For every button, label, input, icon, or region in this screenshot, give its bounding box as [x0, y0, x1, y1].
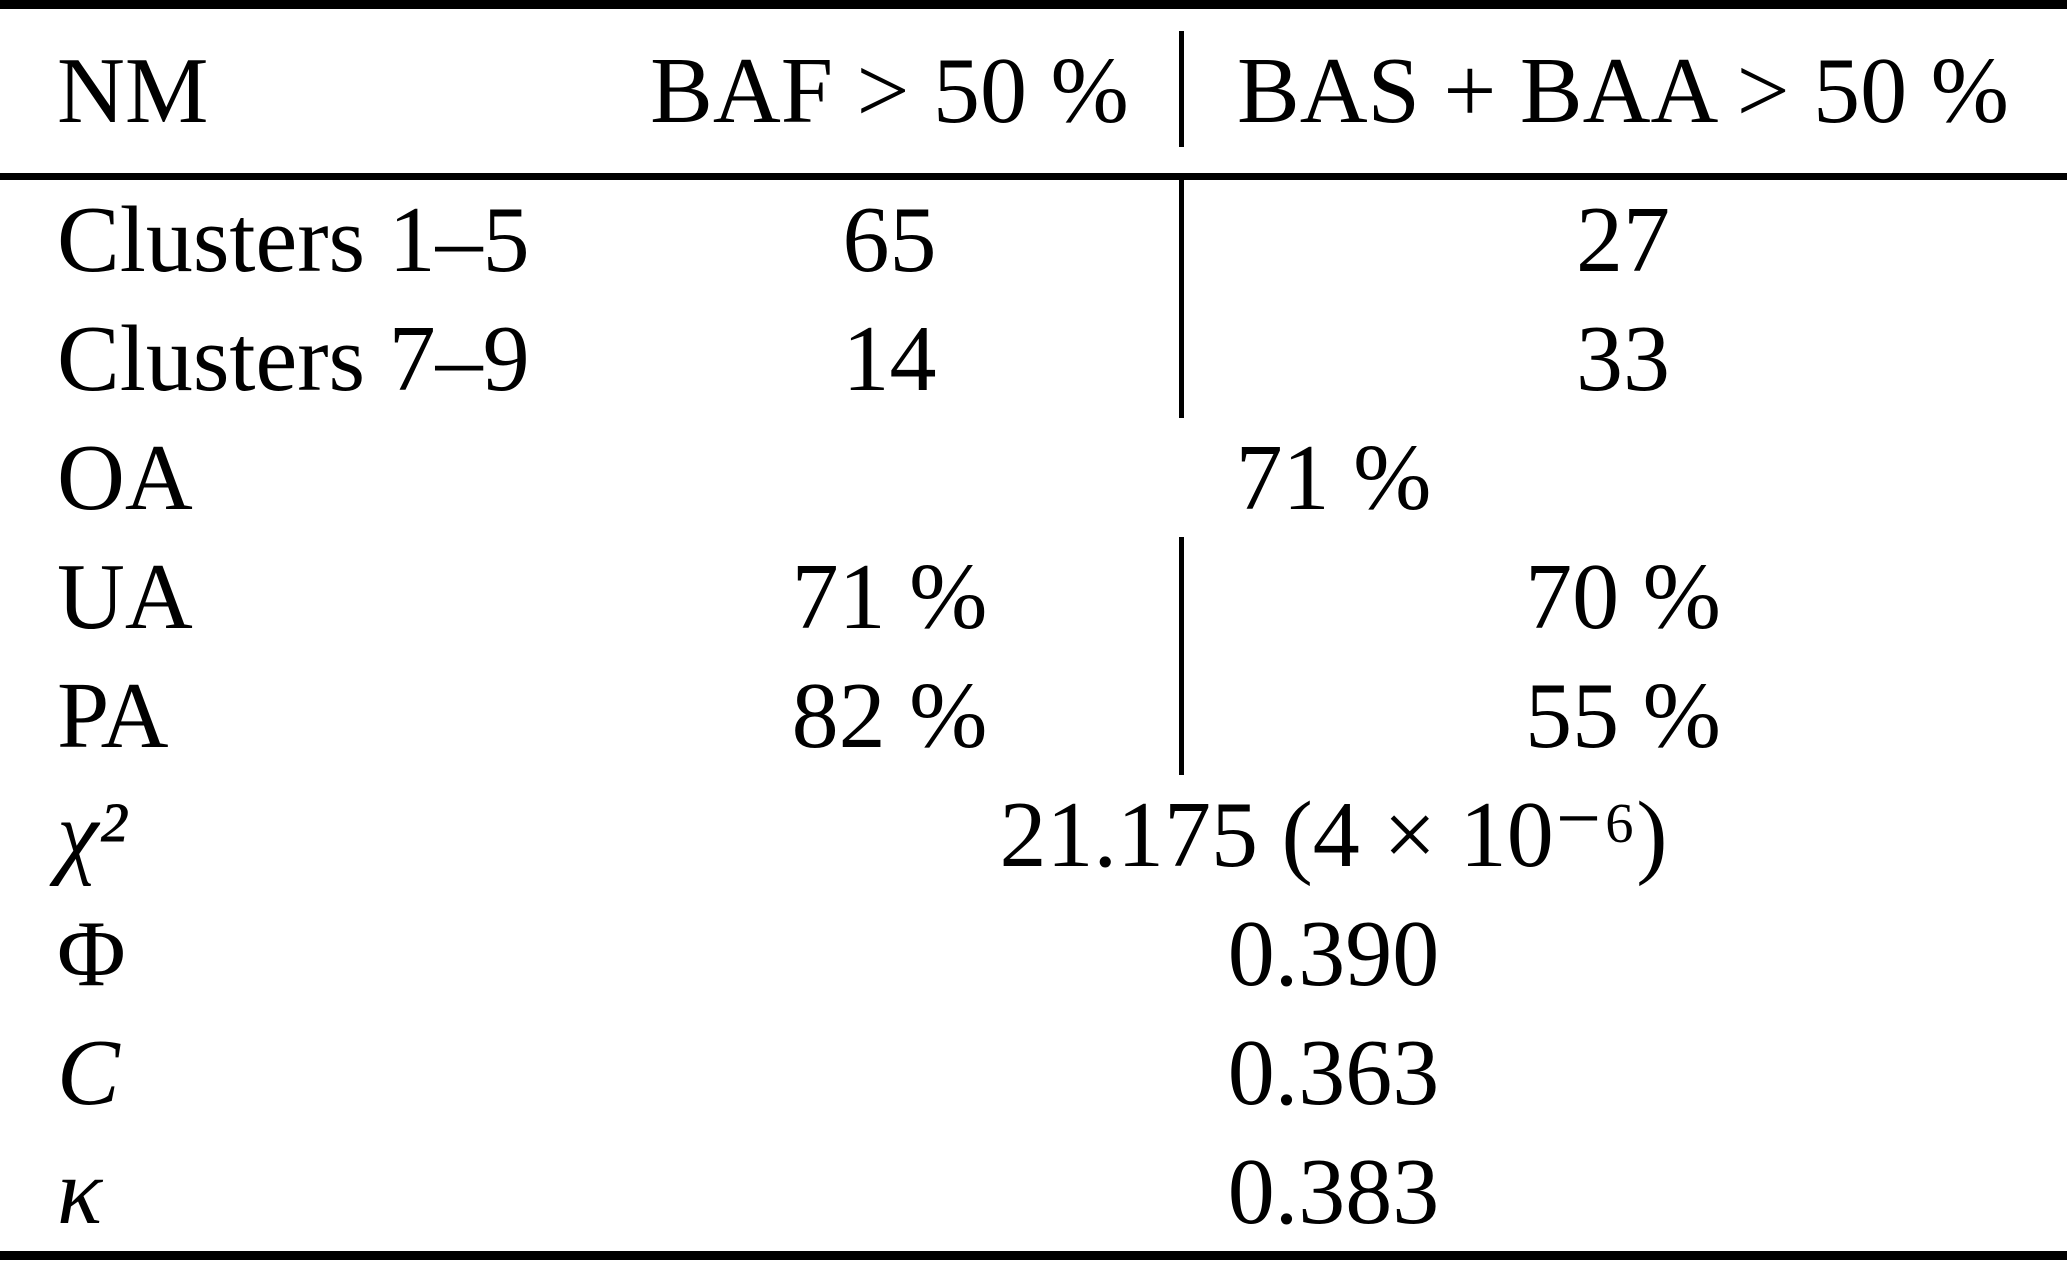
col-header-baf: BAF > 50 % — [600, 9, 1179, 173]
cell-value-text: 0.383 — [1227, 1139, 1440, 1244]
row-label-text: OA — [57, 425, 193, 530]
cell-value-bas-baa: 27 — [1179, 180, 2067, 299]
table-row-ua: UA 71 % 70 % — [0, 537, 2067, 656]
cell-value-text: 27 — [1576, 187, 1670, 292]
bottom-rule — [0, 1251, 2067, 1260]
col-header-nm: NM — [0, 9, 600, 173]
header-rule — [0, 173, 2067, 180]
row-label: Clusters 1–5 — [0, 180, 600, 299]
phi-symbol: Φ — [57, 901, 126, 1006]
row-label: κ — [0, 1132, 600, 1251]
row-label-text: UA — [57, 544, 193, 649]
row-label: C — [0, 1013, 600, 1132]
kappa-symbol: κ — [57, 1139, 103, 1244]
chi-squared-symbol: χ² — [57, 782, 127, 887]
row-label: Clusters 7–9 — [0, 299, 600, 418]
table-row-pa: PA 82 % 55 % — [0, 656, 2067, 775]
cell-value-bas-baa: 55 % — [1179, 656, 2067, 775]
row-label: Φ — [0, 894, 600, 1013]
c-symbol: C — [57, 1020, 120, 1125]
column-divider-line — [1179, 656, 1184, 775]
table-row-clusters-1-5: Clusters 1–5 65 27 — [0, 180, 2067, 299]
cell-value-text: 55 % — [1525, 663, 1721, 768]
top-rule — [0, 0, 2067, 9]
col-header-bas-baa: BAS + BAA > 50 % — [1179, 9, 2067, 173]
row-label: χ² — [0, 775, 600, 894]
row-label-text: PA — [57, 663, 169, 768]
cell-value-bas-baa: 33 — [1179, 299, 2067, 418]
cell-value-combined: 0.363 — [600, 1013, 2067, 1132]
cell-value-combined: 0.383 — [600, 1132, 2067, 1251]
cell-value-combined: 71 % — [600, 418, 2067, 537]
cell-value-text: 21.175 (4 × 10⁻⁶) — [999, 782, 1668, 887]
cell-value-text: 65 — [842, 187, 937, 292]
column-divider-line — [1179, 180, 1184, 299]
row-label: PA — [0, 656, 600, 775]
cell-value-text: 14 — [842, 306, 937, 411]
cell-value-text: 71 % — [1235, 425, 1432, 530]
cell-value-combined: 0.390 — [600, 894, 2067, 1013]
cell-value-text: 0.390 — [1227, 901, 1440, 1006]
cell-value-text: 71 % — [791, 544, 988, 649]
row-label: OA — [0, 418, 600, 537]
col-header-nm-label: NM — [57, 39, 209, 143]
cell-value-baf: 71 % — [600, 537, 1179, 656]
table-row-clusters-7-9: Clusters 7–9 14 33 — [0, 299, 2067, 418]
row-label-text: Clusters 1–5 — [57, 187, 530, 292]
cell-value-baf: 82 % — [600, 656, 1179, 775]
cell-value-baf: 65 — [600, 180, 1179, 299]
col-header-baf-label: BAF > 50 % — [650, 39, 1129, 143]
column-divider-line — [1179, 31, 1184, 147]
cell-value-text: 33 — [1576, 306, 1670, 411]
cell-value-combined: 21.175 (4 × 10⁻⁶) — [600, 775, 2067, 894]
column-divider-line — [1179, 537, 1184, 656]
row-label: UA — [0, 537, 600, 656]
cell-value-text: 70 % — [1525, 544, 1721, 649]
table-row-kappa: κ 0.383 — [0, 1132, 2067, 1251]
table-row-oa: OA 71 % — [0, 418, 2067, 537]
table-row-c: C 0.363 — [0, 1013, 2067, 1132]
row-label-text: Clusters 7–9 — [57, 306, 530, 411]
cell-value-text: 0.363 — [1227, 1020, 1440, 1125]
cell-value-baf: 14 — [600, 299, 1179, 418]
header-row: NM BAF > 50 % BAS + BAA > 50 % — [0, 9, 2067, 173]
column-divider-line — [1179, 299, 1184, 418]
table-row-phi: Φ 0.390 — [0, 894, 2067, 1013]
cell-value-bas-baa: 70 % — [1179, 537, 2067, 656]
col-header-bas-baa-label: BAS + BAA > 50 % — [1237, 39, 2009, 143]
cell-value-text: 82 % — [791, 663, 988, 768]
table-row-chi-squared: χ² 21.175 (4 × 10⁻⁶) — [0, 775, 2067, 894]
